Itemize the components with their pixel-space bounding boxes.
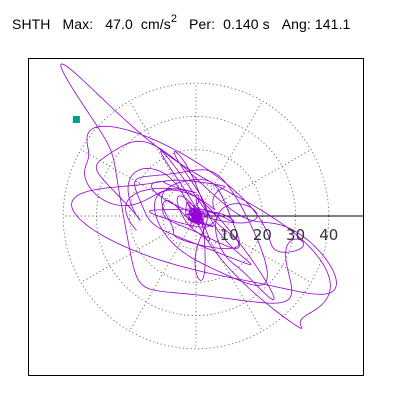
plot-header: SHTH Max: 47.0 cm/s2 Per: 0.140 s Ang: 1…	[12, 13, 351, 32]
max-value: 47.0	[105, 15, 133, 32]
grid-spoke-30	[195, 149, 312, 217]
max-unit-exponent: 2	[170, 13, 178, 25]
radial-tick-10: 10	[220, 226, 239, 244]
radial-tick-40: 40	[319, 226, 338, 244]
station-code: SHTH	[12, 15, 51, 32]
grid-spoke-240	[129, 215, 197, 332]
angle-label: Ang:	[281, 15, 311, 32]
period-value: 0.140 s	[223, 15, 270, 32]
max-label: Max:	[62, 15, 94, 32]
radial-tick-20: 20	[253, 226, 272, 244]
max-unit-base: cm/s	[140, 15, 171, 32]
grid-ring-2	[129, 149, 263, 283]
radial-tick-30: 30	[286, 226, 305, 244]
grid-spoke-210	[80, 215, 197, 283]
grid-spoke-330	[195, 215, 312, 283]
period-label: Per:	[189, 15, 216, 32]
max-unit: cm/s2	[140, 13, 178, 32]
radial-tick-labels: 10 20 30 40	[220, 226, 339, 244]
angle-value: 141.1	[314, 15, 351, 32]
motion-trace	[60, 63, 337, 329]
max-point-marker	[72, 115, 80, 123]
max-marker-layer	[72, 115, 80, 123]
trajectory-path	[60, 63, 337, 329]
grid-spoke-120	[129, 100, 197, 217]
grid-spoke-300	[195, 215, 263, 332]
grid-spoke-60	[195, 100, 263, 217]
